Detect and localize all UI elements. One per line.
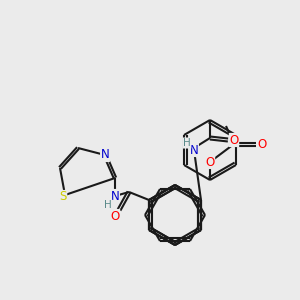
Text: H: H: [104, 200, 112, 210]
Text: N: N: [190, 143, 198, 157]
Text: S: S: [59, 190, 67, 203]
Text: H: H: [183, 138, 191, 148]
Text: O: O: [110, 209, 120, 223]
Text: O: O: [230, 134, 238, 146]
Text: O: O: [206, 155, 214, 169]
Text: O: O: [257, 137, 267, 151]
Text: N: N: [111, 190, 119, 202]
Text: N: N: [100, 148, 109, 161]
